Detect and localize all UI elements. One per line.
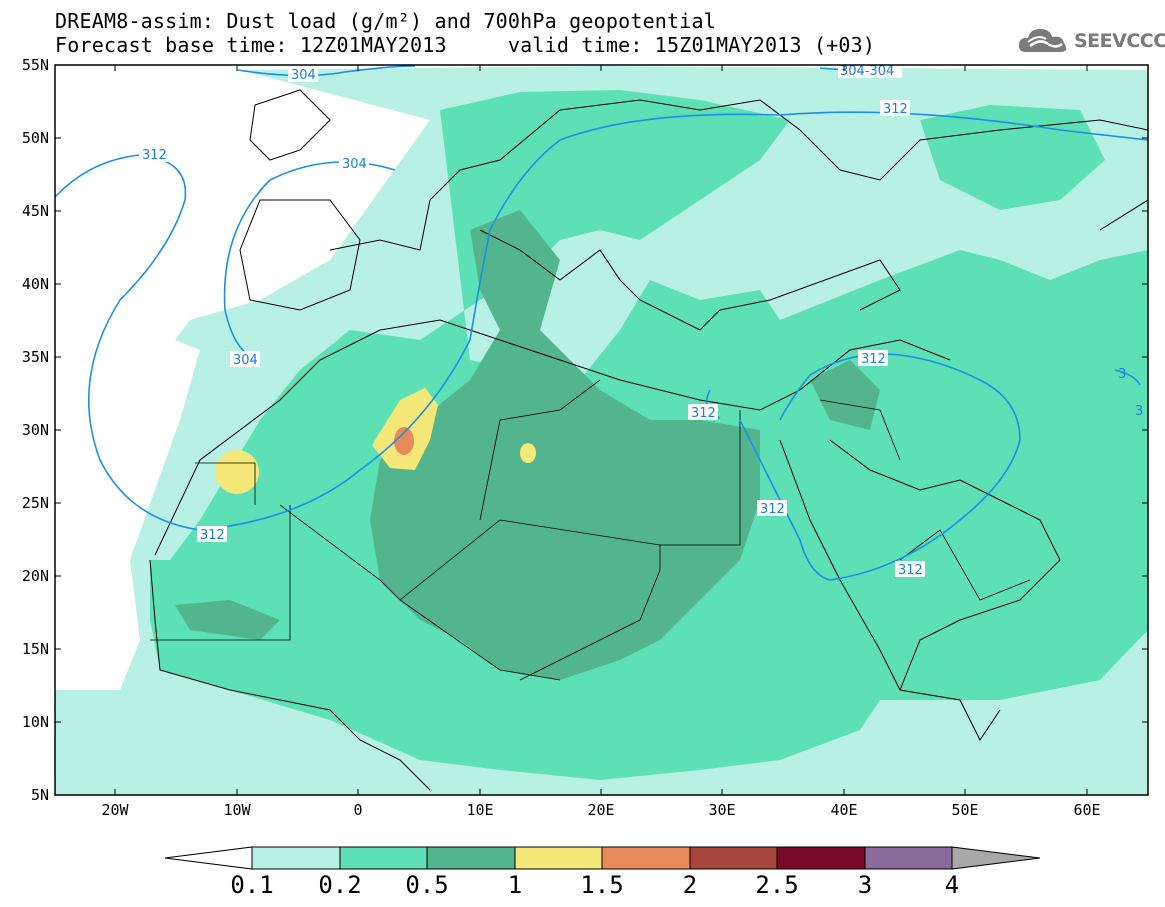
lon-tick-label: 40E: [830, 801, 857, 819]
lon-tick-label: 0: [353, 801, 362, 819]
latitude-labels: 55N 50N 45N 40N 35N 30N 25N 20N 15N 10N …: [22, 56, 49, 804]
cloud-logo-icon: [1018, 29, 1067, 52]
colorbar-label: 0.5: [405, 871, 448, 899]
contour-labels: 304 304 312 312 304 312 312 312 312 312 …: [139, 64, 1143, 578]
lat-tick-label: 35N: [22, 348, 49, 366]
lat-tick-label: 5N: [31, 786, 49, 804]
lat-tick-label: 10N: [22, 713, 49, 731]
longitude-labels: 20W 10W 0 10E 20E 30E 40E 50E 60E: [101, 801, 1100, 819]
political-borders: [150, 379, 1031, 681]
colorbar-segment: [251, 846, 341, 870]
dust-shade-dark-mideast: [810, 360, 880, 430]
contour-label: 3: [1118, 367, 1126, 382]
lat-tick-label: 50N: [22, 129, 49, 147]
contour-label: 312: [898, 563, 923, 578]
colorbar-segment: [426, 846, 516, 870]
colorbar-label: 2.5: [755, 871, 798, 899]
tick-marks: [55, 64, 1148, 796]
lat-tick-label: 30N: [22, 421, 49, 439]
coastlines: [149, 89, 1148, 791]
colorbar-label: 0.1: [230, 871, 273, 899]
colorbar-label: 3: [858, 871, 872, 899]
seevccc-logo: SEEVCCC: [1018, 26, 1165, 56]
lat-tick-label: 25N: [22, 494, 49, 512]
lat-tick-label: 20N: [22, 567, 49, 585]
lat-tick-label: 55N: [22, 56, 49, 74]
dust-shade-orange: [394, 427, 414, 455]
contour-label: 312: [200, 528, 225, 543]
colorbar-segment: [864, 846, 953, 870]
contour-label: 304-304: [840, 64, 894, 79]
colorbar-label: 4: [945, 871, 959, 899]
colorbar-segment: [601, 846, 691, 870]
dust-shade-yellow-2: [215, 450, 259, 494]
dust-shade-medium-ne: [920, 105, 1105, 210]
contour-label: 312: [691, 406, 716, 421]
colorbar-segment: [514, 846, 603, 870]
colorbar-label: 0.2: [318, 871, 361, 899]
lon-tick-label: 10W: [223, 801, 251, 819]
lat-tick-label: 40N: [22, 275, 49, 293]
dust-shade-yellow-3: [520, 443, 536, 463]
lon-tick-label: 20E: [587, 801, 614, 819]
chart-subtitle: Forecast base time: 12Z01MAY2013 valid t…: [55, 33, 876, 57]
logo-text: SEEVCCC: [1074, 30, 1165, 52]
map-plot-area: 304 304 312 312 304 312 312 312 312 312 …: [55, 64, 1148, 795]
colorbar-label: 2: [683, 871, 697, 899]
colorbar: [164, 846, 1041, 870]
chart-title: DREAM8-assim: Dust load (g/m²) and 700hP…: [55, 9, 717, 33]
colorbar-min-arrow: [164, 846, 253, 870]
lon-tick-label: 60E: [1073, 801, 1100, 819]
lon-tick-label: 30E: [708, 801, 735, 819]
colorbar-label: 1: [508, 871, 522, 899]
contour-label: 312: [861, 352, 886, 367]
contour-label: 304: [233, 353, 258, 368]
dust-shade-dark: [370, 210, 760, 680]
lon-tick-label: 20W: [101, 801, 129, 819]
lat-tick-label: 15N: [22, 640, 49, 658]
contour-label: 312: [142, 148, 167, 163]
colorbar-segment: [776, 846, 866, 870]
contour-label: 304: [342, 157, 367, 172]
colorbar-label: 1.5: [580, 871, 623, 899]
lat-tick-label: 45N: [22, 202, 49, 220]
dust-shade-dark-west: [175, 600, 280, 640]
colorbar-segment: [689, 846, 778, 870]
colorbar-max-arrow: [951, 846, 1041, 870]
contour-label: 3: [1135, 404, 1143, 419]
colorbar-labels: 0.1 0.2 0.5 1 1.5 2 2.5 3 4: [230, 871, 959, 899]
contour-label: 312: [883, 102, 908, 117]
contour-label: 304: [291, 68, 316, 83]
lon-tick-label: 50E: [951, 801, 978, 819]
contour-label: 312: [760, 502, 785, 517]
lon-tick-label: 10E: [466, 801, 493, 819]
colorbar-segment: [339, 846, 428, 870]
